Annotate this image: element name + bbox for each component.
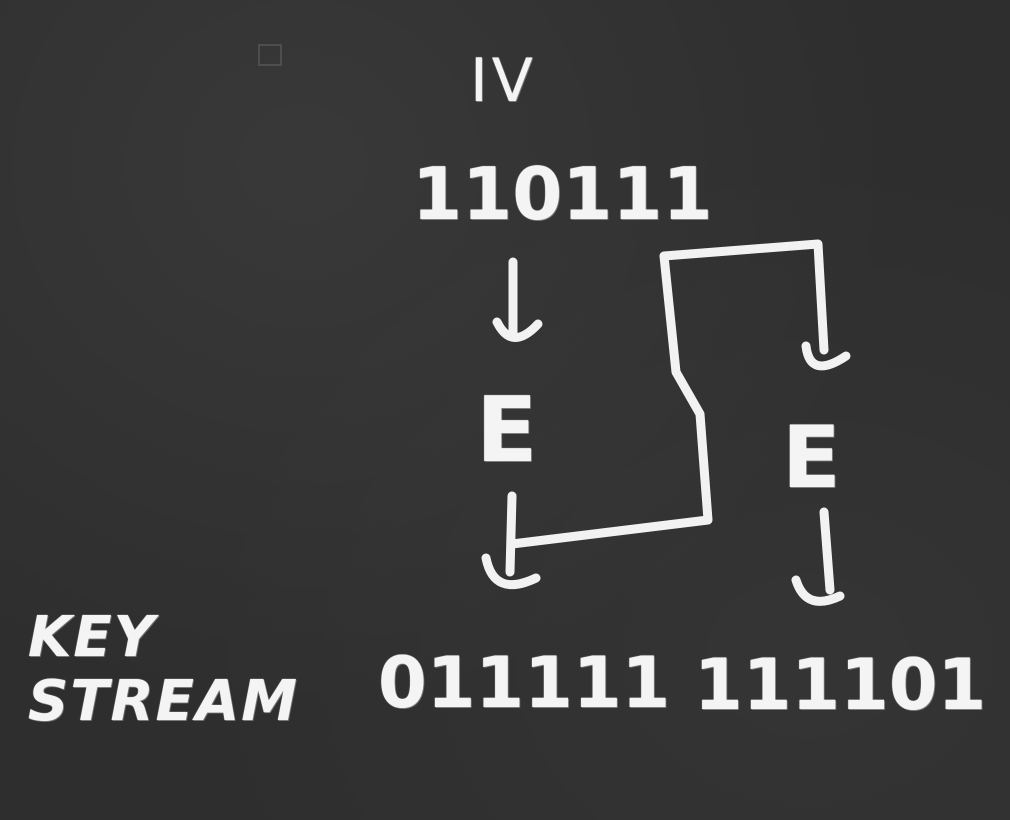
feedback-arrowhead	[801, 341, 851, 371]
keystream-label: KEY STREAM	[28, 605, 299, 734]
iv-bits: 110111	[412, 152, 713, 236]
keystream-block-2: 111101	[694, 644, 987, 726]
arrow-right-encrypt-to-output	[791, 507, 845, 606]
feedback-loop-line	[507, 239, 829, 549]
arrow-left-encrypt-to-output	[481, 491, 541, 590]
iv-label: IV	[470, 46, 537, 116]
keystream-block-1: 011111	[378, 642, 671, 724]
encrypt-block-left: E	[476, 378, 540, 483]
encrypt-block-right: E	[782, 408, 843, 508]
arrow-iv-to-left-encrypt	[492, 257, 543, 342]
chalk-smudge	[258, 44, 282, 66]
